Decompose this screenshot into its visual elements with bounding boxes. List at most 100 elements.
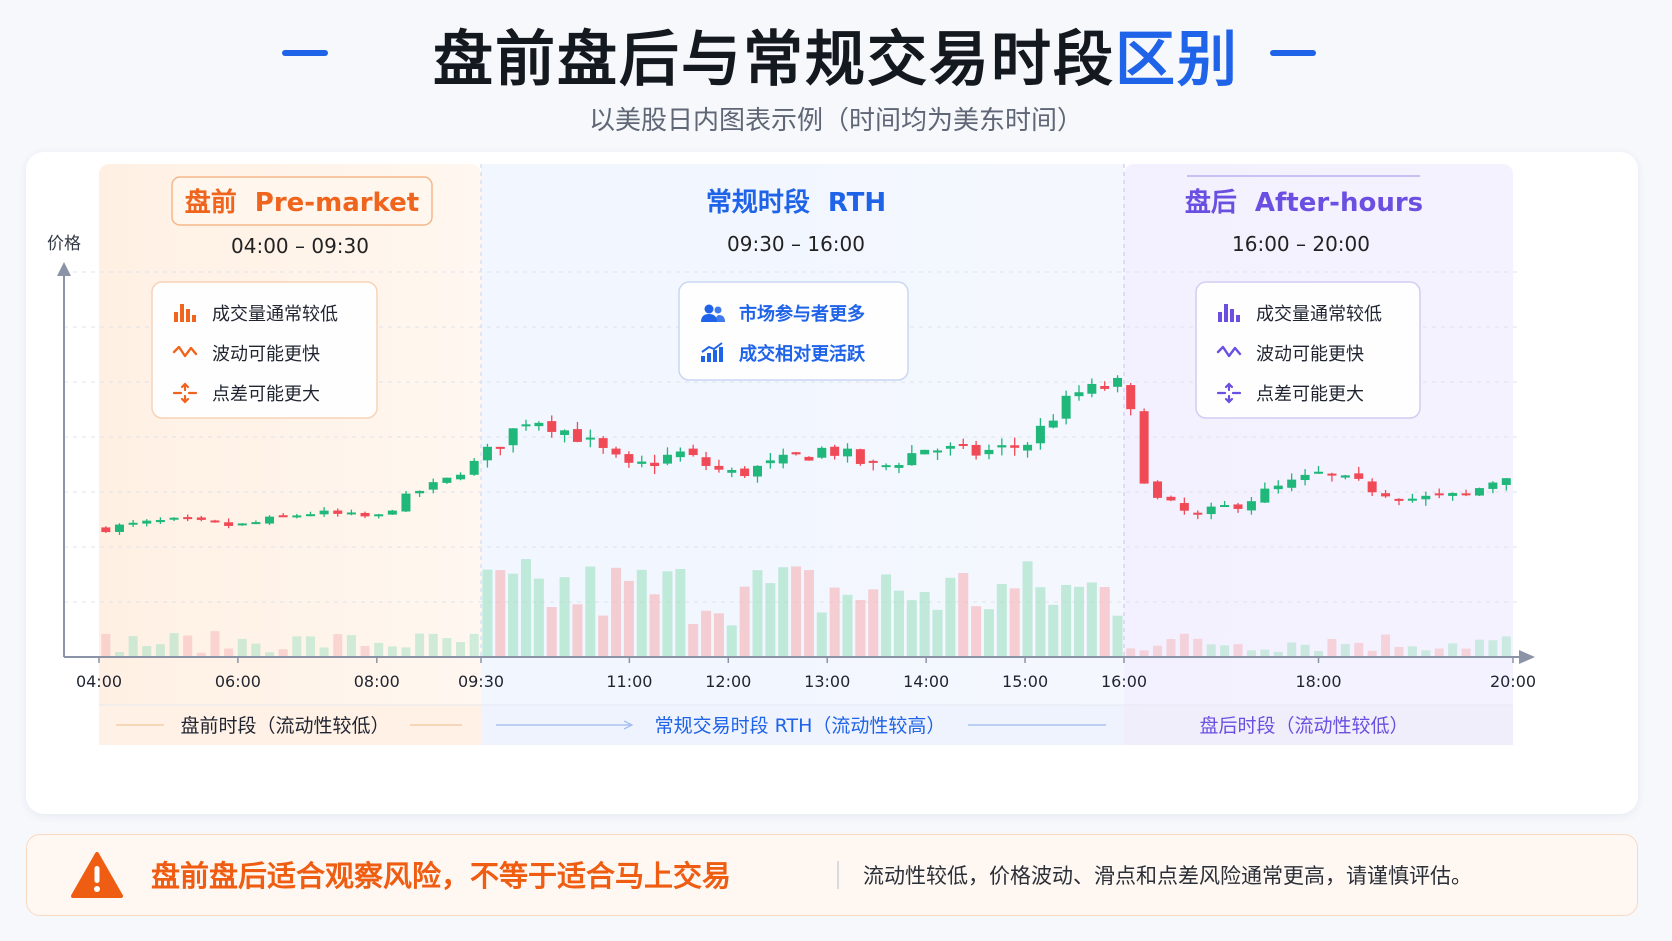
volume-bar xyxy=(945,577,956,657)
spread-arrows-icon xyxy=(172,382,198,404)
volume-bar xyxy=(360,646,370,657)
volume-bar xyxy=(675,568,686,657)
volume-bar xyxy=(765,583,776,657)
candle-down xyxy=(804,456,814,461)
candle-up xyxy=(521,424,531,427)
volume-bar xyxy=(688,624,699,657)
volume-bar xyxy=(333,634,343,657)
volume-bar xyxy=(611,567,622,657)
volume-bar xyxy=(495,570,506,657)
candle-up xyxy=(346,512,356,515)
candle-up xyxy=(1206,506,1216,515)
volume-bar xyxy=(636,569,647,657)
afterhours-feature-text: 点差可能更大 xyxy=(1256,384,1364,405)
rth-feature-text: 市场参与者更多 xyxy=(739,303,865,325)
volume-bar xyxy=(726,625,737,657)
candle-up xyxy=(997,445,1007,448)
volume-bar xyxy=(958,572,969,657)
candle-up xyxy=(1035,425,1045,444)
candle-up xyxy=(662,454,672,464)
premarket-title: 盘前 Pre-market xyxy=(185,187,419,218)
candle-up xyxy=(894,465,904,468)
premarket-feature-text: 成交量通常较低 xyxy=(212,304,338,325)
candle-up xyxy=(843,448,853,457)
candle-up xyxy=(1087,383,1097,394)
candle-up xyxy=(155,520,165,523)
candle-down xyxy=(1179,503,1189,511)
premarket-time: 04:00 – 09:30 xyxy=(231,234,369,258)
volume-bar xyxy=(128,636,138,657)
candle-down xyxy=(791,452,801,455)
volume-bar xyxy=(374,642,384,657)
volume-bar xyxy=(1501,636,1511,657)
warning-title: 盘前盘后适合观察风险，不等于适合马上交易 xyxy=(151,859,732,893)
volume-bar xyxy=(428,633,438,657)
candle-up xyxy=(945,445,955,449)
volume-bar xyxy=(932,609,943,657)
bar-chart-icon xyxy=(174,304,196,322)
candle-up xyxy=(881,465,891,468)
volume-bar xyxy=(1367,650,1377,657)
axes: 价格 04:00 06:00 08:00 09:30 11:00 12:00 13:00 14:… xyxy=(47,234,1536,691)
volume-bar xyxy=(1061,584,1072,657)
afterhours-title-cn: 盘后 xyxy=(1185,187,1237,218)
candle-up xyxy=(1246,501,1256,511)
candle-down xyxy=(1394,498,1404,501)
volume-bar xyxy=(469,633,479,657)
candle-up xyxy=(1273,485,1283,490)
candle-up xyxy=(534,422,544,427)
volume-bar xyxy=(387,646,397,657)
volume-bar xyxy=(265,652,275,657)
candle-down xyxy=(1461,493,1471,496)
x-tick-label: 04:00 xyxy=(76,672,122,691)
candle-up xyxy=(374,514,384,517)
volume-bar xyxy=(210,631,220,657)
afterhours-title-en: After-hours xyxy=(1255,188,1423,218)
volume-bar xyxy=(1112,615,1123,657)
x-tick-label: 20:00 xyxy=(1490,672,1536,691)
candle-down xyxy=(1010,445,1020,448)
candle-up xyxy=(637,461,647,464)
volume-bar xyxy=(1099,587,1110,657)
volume-bar xyxy=(662,571,673,657)
x-axis-arrow xyxy=(1519,650,1535,664)
volume-bar xyxy=(893,590,904,657)
candle-up xyxy=(292,515,302,518)
candle-up xyxy=(428,482,438,490)
x-tick-label: 12:00 xyxy=(705,672,751,691)
volume-bar xyxy=(251,643,261,657)
y-axis-label: 价格 xyxy=(47,234,81,254)
candle-down xyxy=(1100,385,1110,389)
candle-up xyxy=(752,465,762,477)
candle-up xyxy=(1314,471,1323,474)
volume-bar xyxy=(1273,651,1283,657)
volume-bar xyxy=(1314,650,1323,657)
rth-title-en: RTH xyxy=(828,188,886,218)
volume-bar xyxy=(1193,638,1203,657)
volume-bar xyxy=(1220,645,1230,657)
candle-down xyxy=(1139,411,1149,484)
x-tick-label: 08:00 xyxy=(354,672,400,691)
volume-bar xyxy=(842,594,853,657)
volume-bar xyxy=(456,642,466,657)
candle-up xyxy=(401,493,411,512)
chart-card: 价格 04:00 06:00 08:00 09:30 11:00 12:00 13:00 14:… xyxy=(26,152,1638,814)
candle-down xyxy=(360,512,370,517)
volume-bar xyxy=(816,612,827,657)
volume-bar xyxy=(1287,642,1297,657)
candle-down xyxy=(196,517,206,520)
warning-banner: 盘前盘后适合观察风险，不等于适合马上交易 流动性较低，价格波动、滑点和点差风险通… xyxy=(26,834,1638,916)
candle-up xyxy=(169,517,179,520)
candle-up xyxy=(727,469,737,473)
x-tick-label: 13:00 xyxy=(804,672,850,691)
y-axis-arrow xyxy=(57,262,71,276)
candle-up xyxy=(469,460,479,475)
title-dash-left xyxy=(282,50,328,56)
candle-up xyxy=(907,453,917,466)
candle-up xyxy=(319,510,329,515)
volume-bar xyxy=(572,604,583,657)
title-dash-right xyxy=(1270,50,1316,56)
volume-bar xyxy=(546,607,557,657)
candle-down xyxy=(958,444,968,447)
